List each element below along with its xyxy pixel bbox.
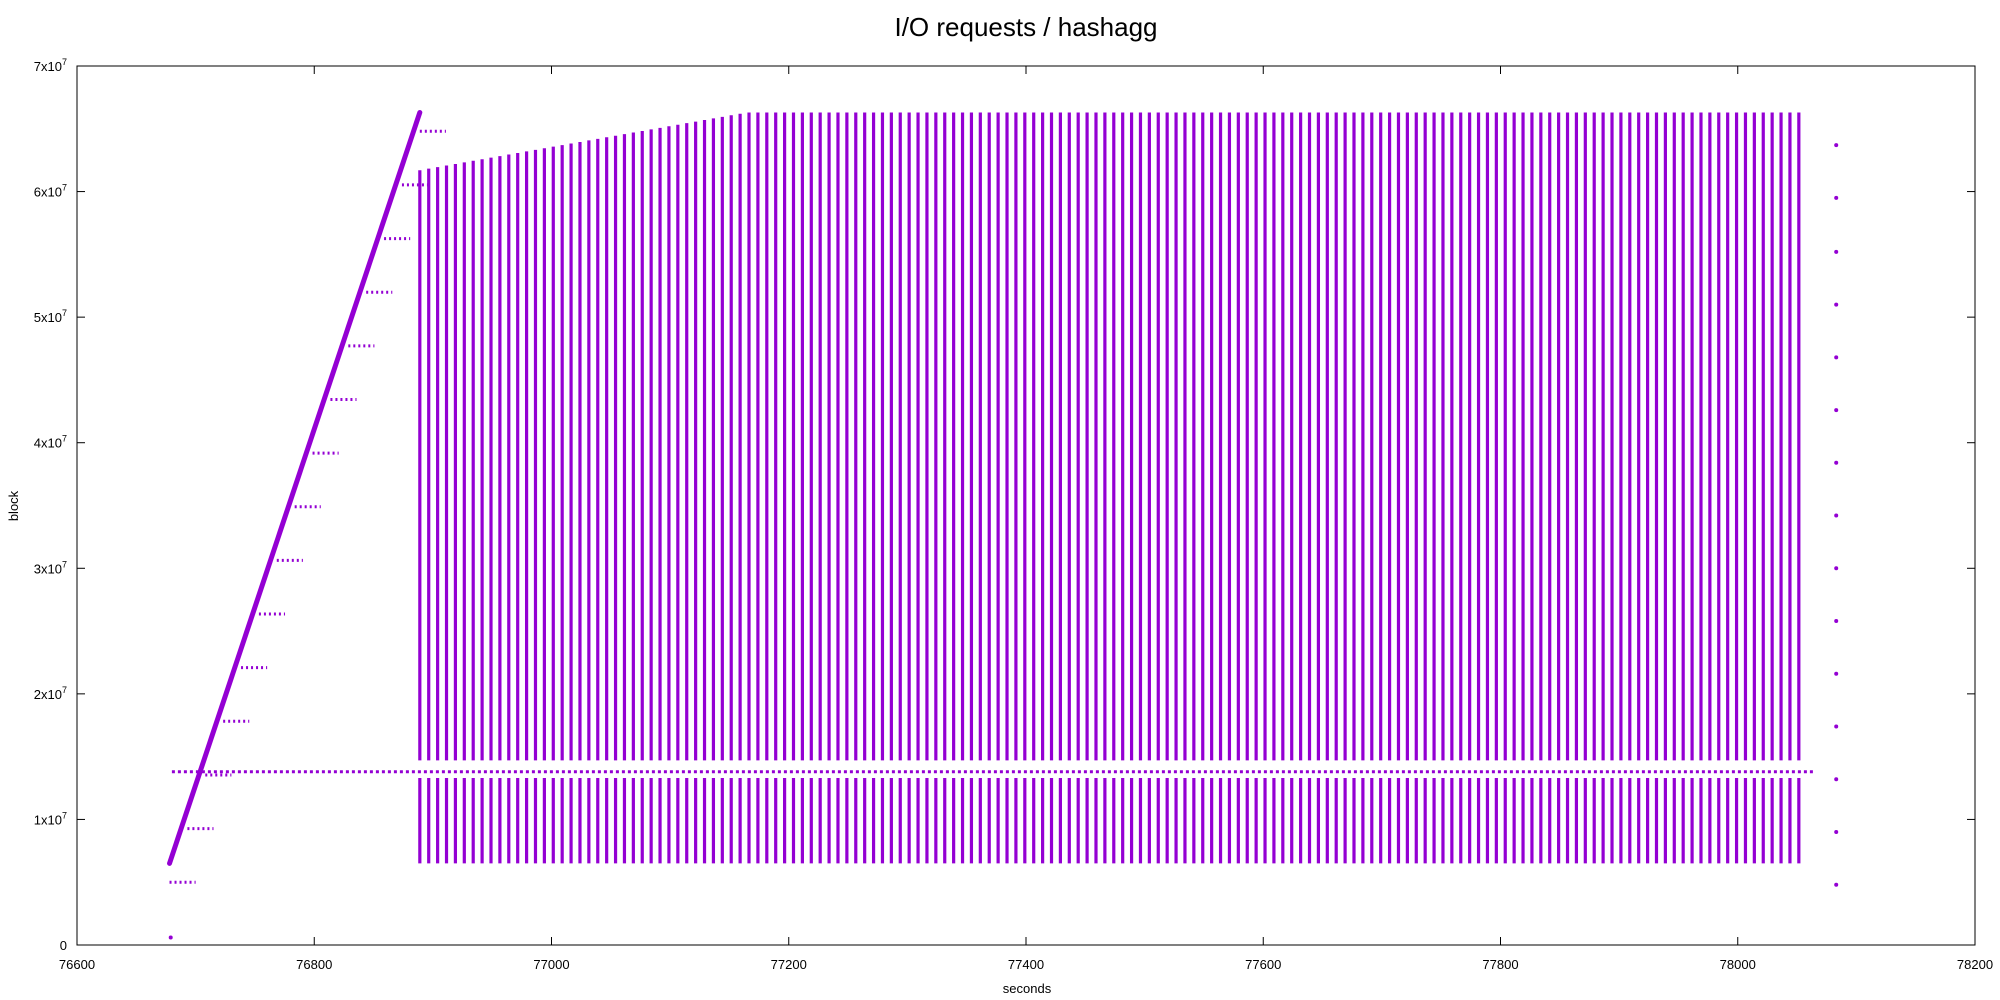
y-tick-label: 4x107: [34, 434, 67, 451]
trailing-point: [1834, 777, 1839, 782]
y-tick-label: 2x107: [34, 685, 67, 702]
x-axis-label: seconds: [1003, 981, 1052, 996]
y-tick-label: 1x107: [34, 810, 67, 827]
trailing-point: [1834, 619, 1839, 624]
x-tick-label: 77800: [1482, 957, 1518, 972]
trailing-point: [1834, 566, 1839, 571]
plot-area: [167, 109, 1839, 940]
ramp-series: [167, 109, 423, 866]
trailing-point: [1834, 408, 1839, 413]
x-tick-label: 77000: [533, 957, 569, 972]
y-axis-label: block: [6, 490, 21, 521]
x-tick-label: 78000: [1720, 957, 1756, 972]
trailing-point: [1834, 143, 1839, 148]
y-tick-label: 3x107: [34, 559, 67, 576]
trailing-point: [1834, 195, 1839, 200]
x-tick-label: 77600: [1245, 957, 1281, 972]
y-axis: 0 1x107 2x107 3x107 4x107 5x107 6x107 7x107: [34, 57, 1975, 953]
outlier-point: [168, 935, 173, 940]
y-tick-label: 7x107: [34, 57, 67, 74]
trailing-point: [1834, 882, 1839, 887]
trailing-point: [1834, 355, 1839, 360]
trailing-point: [1834, 249, 1839, 254]
y-tick-label: 5x107: [34, 308, 67, 325]
trailing-point: [1834, 460, 1839, 465]
chart-title: I/O requests / hashagg: [894, 12, 1157, 42]
x-tick-label: 76600: [59, 957, 95, 972]
sweep-series: [418, 112, 1801, 864]
trailing-point: [1834, 724, 1839, 729]
y-tick-label: 0: [60, 938, 67, 953]
x-axis: 76600 76800 77000 77200 77400 77600 77800 78000…: [59, 66, 1993, 972]
trailing-point: [1834, 829, 1839, 834]
trailing-point: [1834, 302, 1839, 307]
x-tick-label: 76800: [296, 957, 332, 972]
trailing-point: [1834, 671, 1839, 676]
y-tick-label: 6x107: [34, 183, 67, 200]
trailing-point: [1834, 513, 1839, 518]
x-tick-label: 77400: [1008, 957, 1044, 972]
x-tick-label: 78200: [1957, 957, 1993, 972]
x-tick-label: 77200: [771, 957, 807, 972]
